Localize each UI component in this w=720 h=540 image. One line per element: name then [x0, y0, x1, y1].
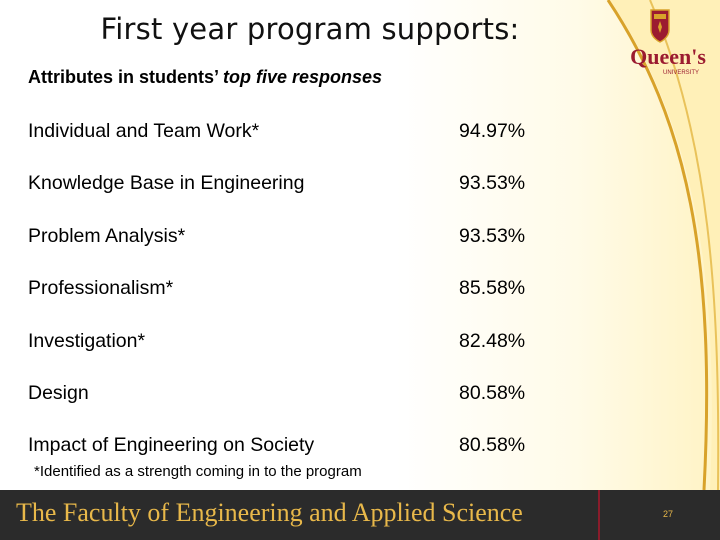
- attribute-label: Impact of Engineering on Society: [28, 434, 315, 456]
- slide-subtitle: Attributes in students’ top five respons…: [28, 67, 382, 88]
- decorative-swoosh: [606, 0, 720, 490]
- slide-title: First year program supports:: [100, 12, 520, 46]
- subtitle-italic: top five responses: [223, 67, 383, 87]
- footer-divider: [598, 490, 600, 540]
- logo-wordmark: Queen's: [630, 44, 706, 69]
- footnote: *Identified as a strength coming in to t…: [34, 463, 362, 480]
- attribute-label: Knowledge Base in Engineering: [28, 172, 305, 194]
- attribute-value: 80.58%: [459, 434, 526, 456]
- attribute-row: Individual and Team Work* 94.97%: [28, 120, 588, 148]
- attribute-label: Professionalism*: [28, 277, 174, 299]
- attribute-label: Individual and Team Work*: [28, 120, 260, 142]
- attribute-row: Design 80.58%: [28, 382, 588, 410]
- logo-subtext: UNIVERSITY: [663, 70, 699, 76]
- attribute-row: Problem Analysis* 93.53%: [28, 225, 588, 253]
- page-number: 27: [663, 509, 674, 519]
- attribute-label: Design: [28, 382, 89, 404]
- attribute-value: 82.48%: [459, 330, 526, 352]
- attribute-label: Problem Analysis*: [28, 225, 186, 247]
- attribute-value: 93.53%: [459, 172, 526, 194]
- attribute-label: Investigation*: [28, 330, 146, 352]
- attribute-value: 94.97%: [459, 120, 526, 142]
- attribute-row: Investigation* 82.48%: [28, 330, 588, 358]
- footer-text: The Faculty of Engineering and Applied S…: [16, 498, 523, 527]
- attribute-value: 93.53%: [459, 225, 526, 247]
- attribute-row: Professionalism* 85.58%: [28, 277, 588, 305]
- subtitle-plain: Attributes in students’: [28, 67, 224, 87]
- attribute-row: Impact of Engineering on Society 80.58%: [28, 434, 588, 462]
- footer-banner: The Faculty of Engineering and Applied S…: [0, 490, 720, 540]
- attribute-value: 85.58%: [459, 277, 526, 299]
- queens-university-logo: Queen's UNIVERSITY: [630, 9, 706, 76]
- attribute-row: Knowledge Base in Engineering 93.53%: [28, 172, 588, 200]
- attribute-value: 80.58%: [459, 382, 526, 404]
